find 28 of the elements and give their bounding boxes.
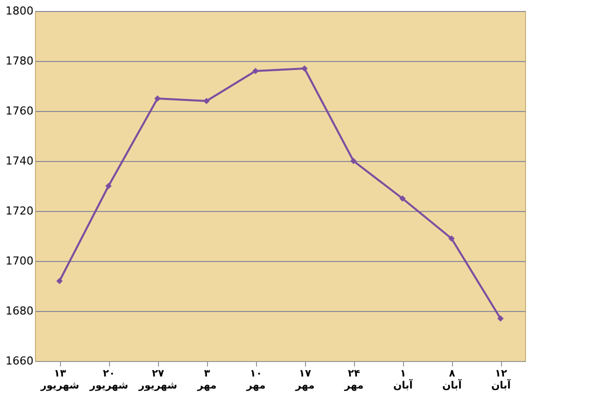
y-tick-label: 1740 (6, 154, 34, 168)
y-tick-label: 1720 (6, 204, 34, 218)
x-tick-label: ۱۰ مهر (245, 368, 266, 392)
x-tick-label: ۱ آبان (393, 368, 414, 392)
y-tick-label: 1800 (6, 4, 34, 18)
x-tick-label: ۲۰ شهریور (88, 368, 128, 392)
point (105, 182, 112, 190)
y-tick-label: 1700 (6, 254, 34, 268)
point (350, 158, 357, 164)
x-tick-label: ۱۲ آبان (491, 368, 512, 392)
point (252, 68, 259, 74)
x-tick-label: ۱۳ شهریور (40, 368, 80, 392)
x-tick-label: ۳ مهر (196, 368, 217, 392)
x-tick-label: ۲۷ شهریور (138, 368, 178, 392)
point (301, 65, 308, 72)
y-tick-label: 1660 (6, 354, 34, 368)
point (203, 98, 210, 104)
y-tick-label: 1680 (6, 304, 34, 318)
point (56, 278, 63, 284)
point (497, 315, 504, 322)
x-tick-label: ۲۴ مهر (343, 368, 364, 392)
y-tick-label: 1780 (6, 54, 34, 68)
x-tick-label: ۸ آبان (442, 368, 462, 392)
point (399, 195, 406, 202)
point (154, 95, 161, 102)
x-tick-label: ۱۷ مهر (294, 368, 315, 392)
point (448, 235, 455, 242)
y-tick-label: 1760 (6, 104, 34, 118)
